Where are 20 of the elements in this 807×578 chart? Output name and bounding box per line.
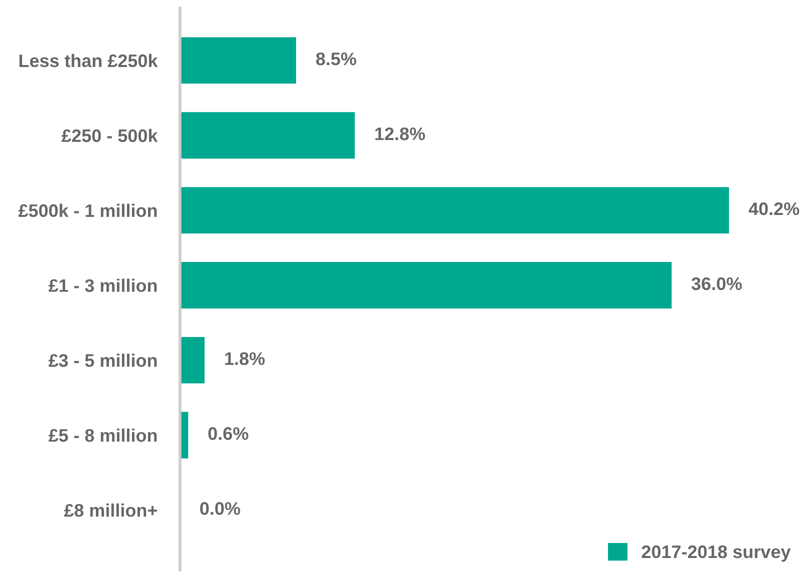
bar bbox=[180, 262, 672, 308]
bar bbox=[180, 187, 729, 234]
bar bbox=[180, 336, 205, 384]
data-label: 1.8% bbox=[225, 352, 265, 366]
data-label: 36.0% bbox=[692, 277, 742, 290]
data-label: 40.2% bbox=[748, 202, 800, 216]
legend-label: 2017-2018 survey bbox=[642, 545, 791, 562]
data-label: 12.8% bbox=[375, 127, 425, 140]
bar bbox=[180, 112, 355, 159]
data-label: 0.6% bbox=[208, 427, 248, 440]
y-tick-label: £250 - 500k bbox=[62, 128, 158, 142]
y-tick-label: £500k - 1 million bbox=[18, 204, 157, 218]
y-tick-label: £8 million+ bbox=[64, 504, 158, 517]
y-tick-label: £1 - 3 million bbox=[48, 278, 157, 292]
data-label: 8.5% bbox=[316, 52, 356, 66]
data-label: 0.0% bbox=[200, 502, 240, 515]
y-tick-label: £5 - 8 million bbox=[48, 428, 157, 442]
y-tick-label: Less than £250k bbox=[19, 54, 158, 68]
y-tick-label: £3 - 5 million bbox=[48, 354, 157, 367]
bar bbox=[180, 37, 296, 84]
